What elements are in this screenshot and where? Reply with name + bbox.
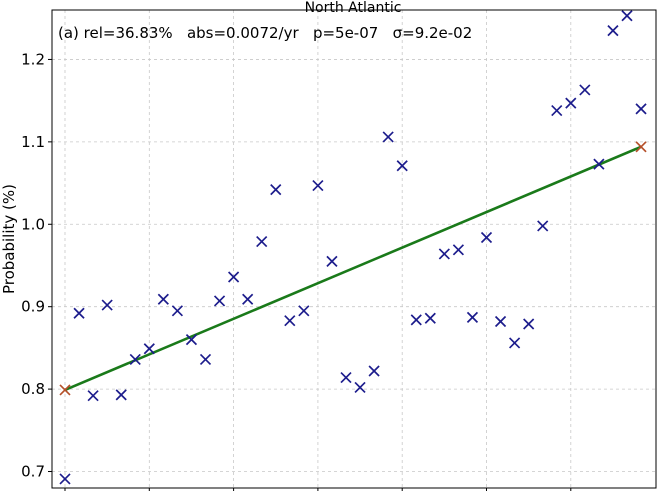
data-point	[143, 343, 155, 355]
data-point	[171, 305, 184, 317]
y-tick-label: 1.1	[21, 133, 45, 151]
y-tick-label: 0.8	[21, 380, 45, 398]
data-point	[73, 307, 85, 319]
data-point	[396, 160, 408, 172]
tick-layer: 0.7 0.8 0.9 1.0 1.1 1.2	[21, 50, 572, 491]
y-axis-label: Probability (%)	[0, 184, 18, 294]
data-point	[537, 220, 549, 232]
data-point	[256, 235, 268, 248]
data-point	[494, 315, 507, 328]
data-point	[101, 299, 113, 311]
data-point	[410, 314, 422, 326]
data-point	[368, 365, 380, 377]
data-point	[565, 97, 577, 109]
trend-start-marker	[59, 384, 71, 396]
data-point	[199, 353, 212, 366]
stats-annotation: (a) rel=36.83% abs=0.0072/yr p=5e-07 σ=9…	[58, 24, 472, 42]
data-point	[607, 25, 619, 37]
data-point	[312, 179, 324, 192]
plot-frame	[51, 9, 657, 489]
data-point	[87, 390, 99, 402]
data-point	[185, 334, 198, 346]
data-point	[284, 315, 296, 327]
y-tick-label: 1.0	[21, 215, 45, 233]
data-point	[59, 473, 71, 485]
data-point	[270, 184, 282, 196]
data-point	[354, 381, 366, 394]
data-point	[551, 104, 563, 117]
trend-end-marker	[635, 141, 647, 153]
data-point	[523, 318, 535, 330]
data-point	[213, 295, 226, 307]
grid-layer	[52, 10, 656, 488]
data-point	[242, 293, 254, 305]
data-point	[227, 271, 240, 283]
data-point	[129, 353, 141, 366]
chart-title: North Atlantic	[305, 0, 402, 16]
trend-line	[64, 145, 642, 392]
data-point	[438, 248, 450, 260]
data-point	[340, 371, 352, 384]
data-point	[635, 103, 647, 115]
data-point	[298, 305, 310, 317]
data-point	[452, 244, 465, 256]
data-point	[326, 255, 338, 267]
data-point	[621, 10, 633, 22]
data-layer	[59, 10, 647, 485]
y-tick-label: 1.2	[21, 50, 45, 68]
data-point	[480, 231, 493, 244]
data-point	[115, 389, 127, 401]
data-point	[579, 84, 591, 96]
data-point	[593, 158, 605, 170]
y-tick-label: 0.7	[21, 463, 45, 481]
data-point	[508, 337, 521, 349]
y-tick-label: 0.9	[21, 298, 45, 316]
data-point	[424, 312, 436, 324]
data-point	[157, 293, 169, 305]
data-point	[382, 131, 394, 143]
data-point	[466, 311, 479, 324]
